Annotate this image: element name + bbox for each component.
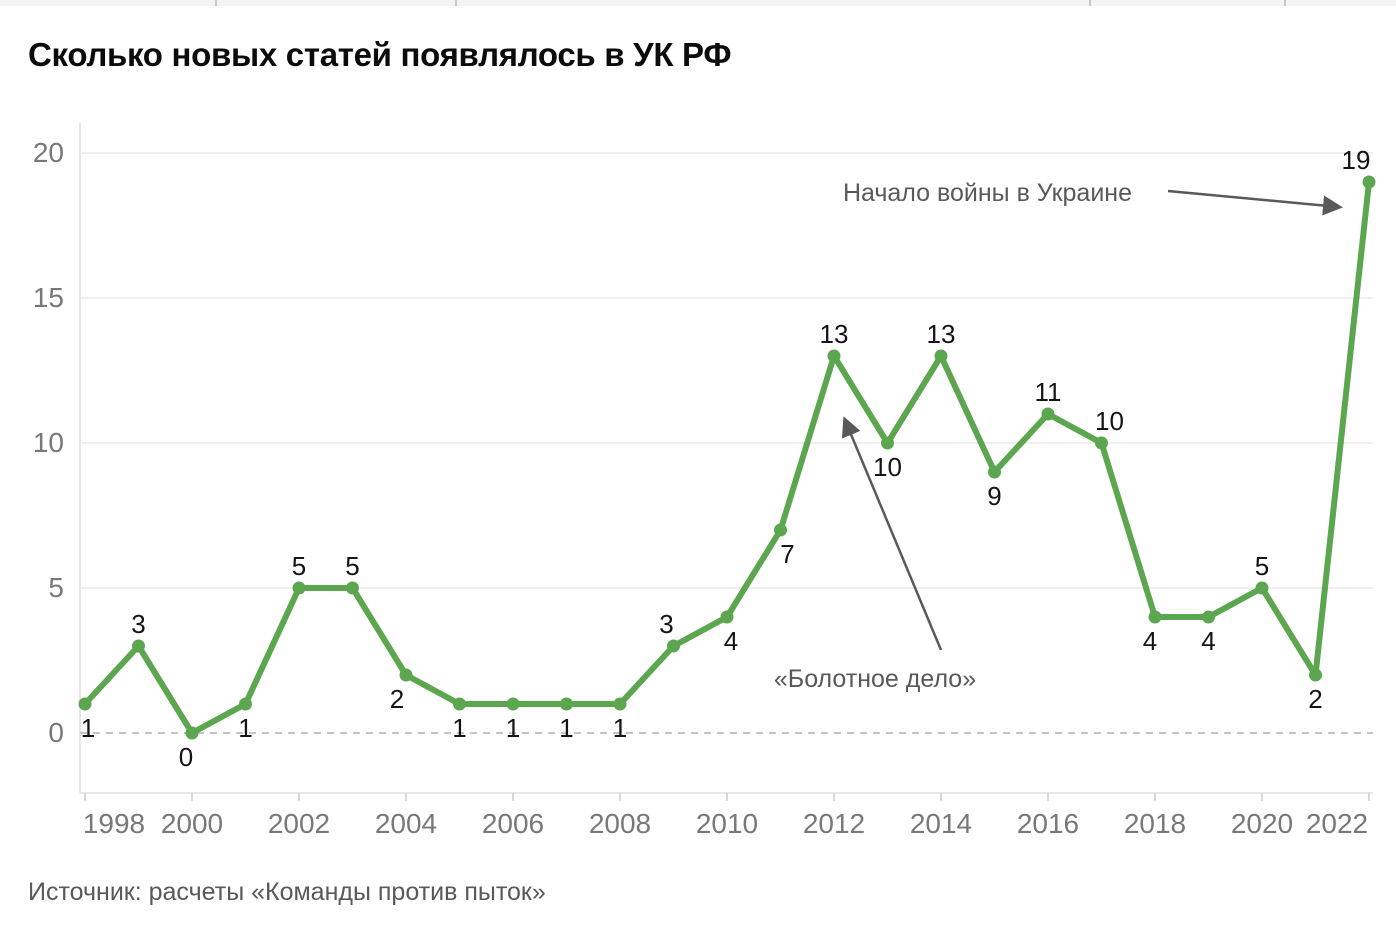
x-tick-label: 1998 bbox=[83, 808, 145, 839]
data-point-label: 13 bbox=[927, 319, 956, 349]
x-tick-label: 2006 bbox=[482, 808, 544, 839]
data-point-label: 5 bbox=[1255, 551, 1269, 581]
x-tick-label: 2010 bbox=[696, 808, 758, 839]
tab-divider bbox=[1284, 0, 1286, 6]
x-tick-label: 2012 bbox=[803, 808, 865, 839]
browser-edge-strip bbox=[0, 0, 1396, 6]
source-caption: Источник: расчеты «Команды против пыток» bbox=[28, 878, 546, 906]
y-tick-label: 15 bbox=[33, 282, 64, 313]
data-point-label: 2 bbox=[1308, 684, 1322, 714]
data-point bbox=[132, 639, 145, 653]
data-point-label: 1 bbox=[613, 713, 627, 743]
data-point bbox=[1362, 175, 1376, 189]
data-point bbox=[453, 697, 466, 711]
x-tick-label: 2018 bbox=[1124, 808, 1186, 839]
data-point bbox=[1095, 436, 1108, 450]
data-point-label: 4 bbox=[1143, 626, 1157, 656]
data-point bbox=[239, 697, 252, 711]
data-point bbox=[1309, 668, 1322, 682]
x-tick-label: 2002 bbox=[268, 808, 330, 839]
data-point bbox=[667, 639, 680, 653]
data-point-label: 1 bbox=[506, 713, 520, 743]
data-point bbox=[881, 436, 894, 450]
data-point bbox=[185, 726, 199, 740]
data-point bbox=[292, 581, 306, 595]
data-point bbox=[774, 523, 787, 537]
chart-title: Сколько новых статей появлялось в УК РФ bbox=[28, 36, 732, 73]
data-point bbox=[613, 697, 627, 711]
data-point-label: 1 bbox=[559, 713, 573, 743]
data-point-label: 7 bbox=[780, 539, 794, 569]
annotation-war-label: Начало войны в Украине bbox=[842, 179, 1132, 207]
x-tick-label: 2020 bbox=[1231, 808, 1293, 839]
data-point-label: 3 bbox=[131, 609, 145, 639]
annotation-bolotnoe-label: «Болотное дело» bbox=[773, 665, 977, 693]
data-point-label: 19 bbox=[1342, 145, 1371, 175]
data-point bbox=[827, 349, 841, 363]
data-point bbox=[399, 668, 413, 682]
y-tick-label: 10 bbox=[33, 427, 64, 458]
y-tick-label: 0 bbox=[48, 717, 64, 748]
x-tick-label: 2008 bbox=[589, 808, 651, 839]
data-point-label: 9 bbox=[987, 481, 1001, 511]
x-tick-label: 2014 bbox=[910, 808, 972, 839]
tab-divider bbox=[1089, 0, 1091, 6]
data-point-label: 4 bbox=[1201, 626, 1215, 656]
data-point-label: 5 bbox=[292, 551, 306, 581]
data-point-label: 11 bbox=[1035, 377, 1062, 407]
x-tick-label: 2016 bbox=[1017, 808, 1079, 839]
x-tick-label: 2004 bbox=[375, 808, 437, 839]
data-point-label: 1 bbox=[238, 713, 252, 743]
data-point-label: 1 bbox=[452, 713, 466, 743]
data-point bbox=[1148, 610, 1162, 624]
data-point bbox=[560, 697, 573, 711]
y-tick-label: 5 bbox=[48, 572, 64, 603]
x-tick-label: 2000 bbox=[161, 808, 223, 839]
data-point-label: 4 bbox=[724, 626, 738, 656]
data-point bbox=[1255, 581, 1269, 595]
tab-divider bbox=[455, 0, 457, 6]
annotation-bolotnoe-arrow bbox=[841, 416, 943, 651]
data-point-label: 1 bbox=[81, 713, 95, 743]
data-point bbox=[720, 610, 734, 624]
data-point bbox=[78, 697, 92, 711]
x-tick-label: 2022 bbox=[1306, 808, 1368, 839]
data-point-label: 5 bbox=[345, 551, 359, 581]
data-point bbox=[346, 581, 359, 595]
data-point bbox=[988, 465, 1001, 479]
tab-divider bbox=[215, 0, 217, 6]
data-point-label: 10 bbox=[873, 452, 902, 482]
data-point-label: 2 bbox=[390, 684, 404, 714]
data-point-label: 10 bbox=[1095, 406, 1124, 436]
data-point-label: 0 bbox=[179, 742, 193, 772]
data-point-label: 13 bbox=[820, 319, 849, 349]
data-point-label: 3 bbox=[659, 609, 673, 639]
data-point bbox=[1041, 407, 1055, 421]
data-point bbox=[934, 349, 948, 363]
y-tick-label: 20 bbox=[33, 137, 64, 168]
annotation-war-arrow bbox=[1167, 189, 1343, 216]
data-point bbox=[506, 697, 520, 711]
data-point bbox=[1202, 610, 1215, 624]
